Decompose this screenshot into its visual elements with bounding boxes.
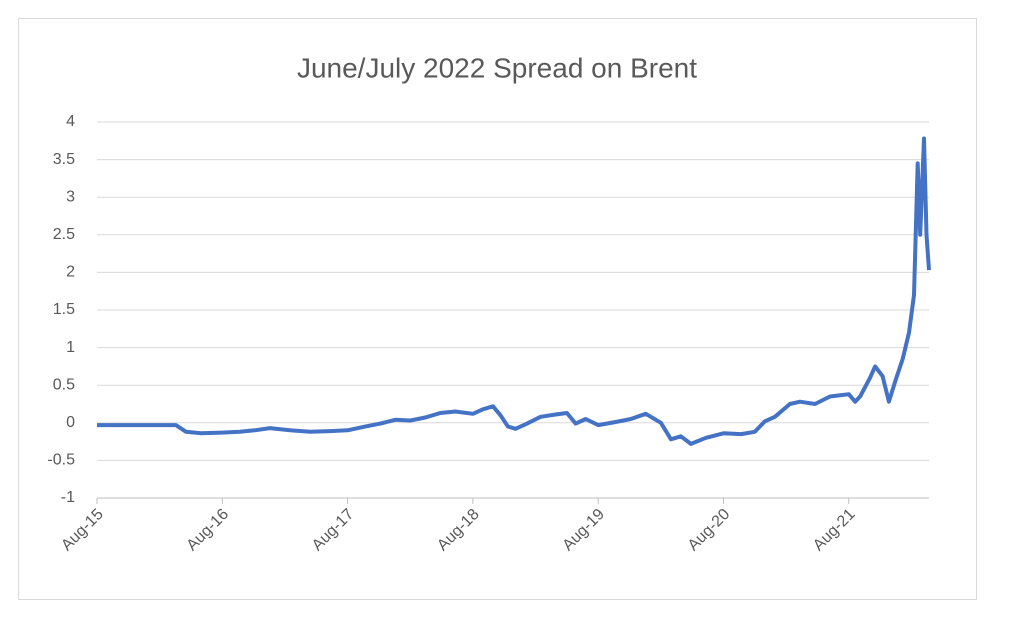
y-tick-label: 0.5 <box>53 376 75 393</box>
y-tick-label: 3.5 <box>53 151 75 168</box>
y-tick-label: 0 <box>66 414 75 431</box>
chart-border <box>18 18 977 600</box>
y-tick-label: 4 <box>66 113 75 130</box>
y-tick-label: 2.5 <box>53 226 75 243</box>
y-tick-label: 3 <box>66 188 75 205</box>
data-line <box>97 136 931 446</box>
y-tick-label: -0.5 <box>47 452 75 469</box>
y-tick-label: 1.5 <box>53 301 75 318</box>
chart-title: June/July 2022 Spread on Brent <box>297 52 697 83</box>
y-tick-label: 1 <box>66 339 75 356</box>
y-tick-label: 2 <box>66 264 75 281</box>
y-tick-label: -1 <box>61 489 75 506</box>
